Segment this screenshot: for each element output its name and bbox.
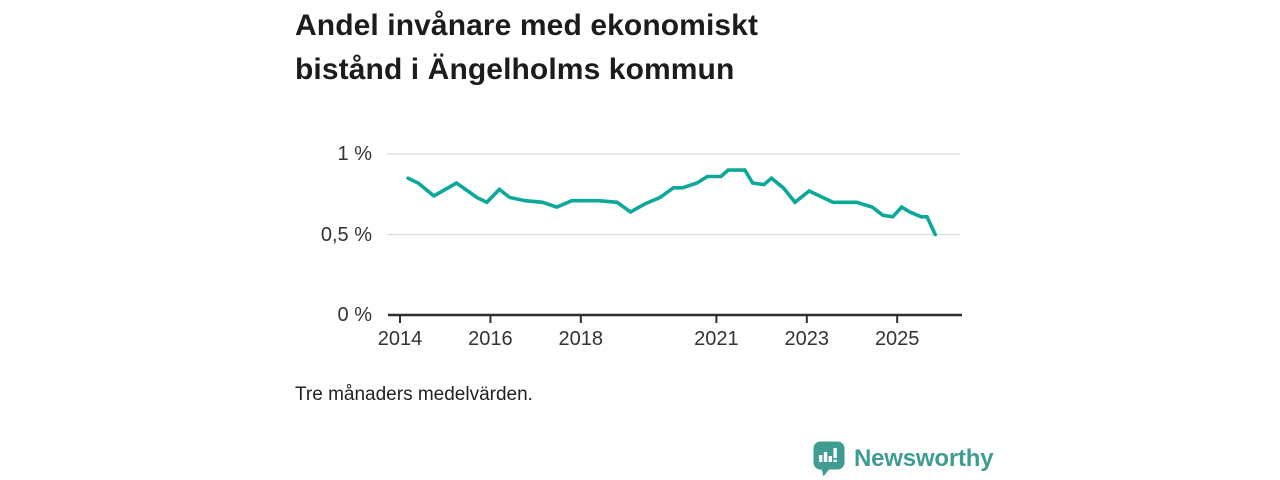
newsworthy-logo-text: Newsworthy (854, 445, 994, 472)
x-axis-tick-label: 2016 (468, 328, 513, 350)
y-axis-tick-label: 0,5 % (320, 223, 372, 246)
x-axis-tick-label: 2023 (784, 328, 830, 350)
page-title-line1: Andel invånare med ekonomiskt (295, 9, 759, 42)
x-axis-tick-label: 2025 (874, 328, 920, 350)
x-axis-tick-label: 2021 (694, 328, 739, 350)
x-axis-tick-label: 2018 (558, 328, 604, 350)
y-axis-tick-label: 0 % (337, 304, 372, 326)
page-title-line2: bistånd i Ängelholms kommun (295, 53, 735, 86)
page-title: Andel invånare med ekonomiskt bistånd i Ä… (295, 4, 758, 92)
newsworthy-branding[interactable]: Newsworthy (813, 441, 994, 477)
chart-footnote: Tre månaders medelvärden. (295, 384, 533, 405)
newsworthy-logo-icon (813, 441, 845, 477)
x-axis-tick-label: 2014 (377, 328, 423, 350)
y-axis-tick-label: 1 % (337, 143, 372, 165)
